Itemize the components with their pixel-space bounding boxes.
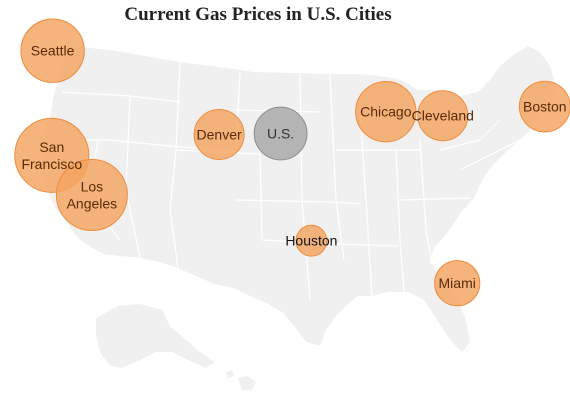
bubble-label-chicago: Chicago — [360, 104, 412, 120]
bubble-label-houston: Houston — [285, 233, 337, 249]
city-bubbles: Seattle San Francisco Los Angeles Denver U.S. C… — [14, 18, 570, 307]
map-title: Current Gas Prices in U.S. Cities — [124, 4, 392, 25]
bubble-miami[interactable] — [434, 260, 481, 307]
alaska-shape — [96, 304, 214, 368]
bubble-label-cleveland: Cleveland — [412, 108, 474, 124]
bubble-u-s[interactable] — [253, 106, 308, 161]
bubble-houston[interactable] — [295, 224, 328, 257]
bubble-label-los-angeles: Los Angeles — [67, 179, 118, 212]
bubble-boston[interactable] — [518, 80, 570, 133]
bubble-seattle[interactable] — [20, 18, 85, 83]
bubble-label-denver: Denver — [197, 127, 242, 143]
bubble-chicago[interactable] — [355, 81, 417, 143]
bubble-los-angeles[interactable] — [55, 159, 128, 231]
bubble-label-san-francisco: San Francisco — [21, 139, 82, 172]
bubble-denver[interactable] — [193, 109, 245, 160]
bubble-cleveland[interactable] — [417, 90, 469, 142]
bubble-label-seattle: Seattle — [31, 43, 75, 59]
hawaii-shape — [226, 370, 256, 390]
bubble-label-u-s: U.S. — [267, 126, 294, 142]
bubble-label-miami: Miami — [439, 275, 476, 291]
bubble-label-boston: Boston — [523, 99, 567, 115]
